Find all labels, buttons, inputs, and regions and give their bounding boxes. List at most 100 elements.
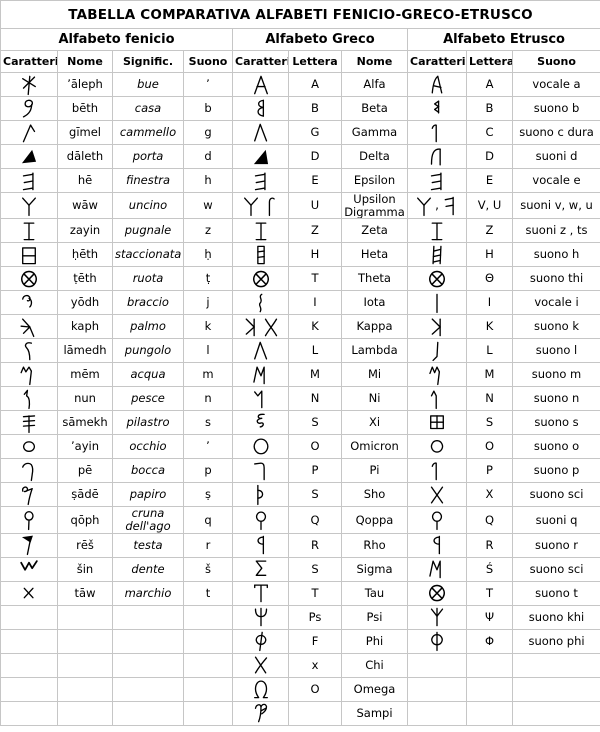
etruscan-character-cell [407,482,467,508]
etruscan-letter: Φ [466,628,513,654]
etruscan-character-cell [407,556,467,582]
etruscan-character-cell [407,168,467,193]
y-glyph-icon [22,197,36,216]
etruscan-letter: S [466,410,513,436]
phoenician-meaning: ruota [112,266,184,292]
bars-e-icon [22,171,34,190]
column-header-6: Nome [341,50,408,73]
caret-icon [253,123,267,142]
phoenician-sound: b [183,96,233,121]
phoenician-character-cell [0,191,58,220]
etruscan-letter: X [466,482,513,508]
phoenician-sound: k [183,314,233,340]
column-header-9: Suono [511,50,600,73]
greek-name: Xi [341,410,408,436]
etruscan-character-cell [407,676,467,702]
table-row: x Chi [0,652,600,678]
phoenician-name: ʼāleph [57,72,113,97]
ph-kaph-icon [20,318,35,337]
etruscan-letter: P [466,458,513,484]
greek-letter: I [288,290,342,316]
heta-box-icon [256,245,265,265]
phoenician-name: pē [57,458,113,484]
phoenician-meaning: papiro [112,482,184,508]
greek-name: Theta [341,266,408,292]
greek-letter: S [288,410,342,436]
greek-letter: S [288,556,342,582]
etruscan-character-cell [407,72,467,97]
sigma-icon [255,560,266,577]
phoenician-name: ṣādē [57,482,113,508]
ph-ayin-icon [23,441,35,452]
et-l-icon [432,341,439,361]
phoenician-character-cell [0,290,58,316]
greek-character-cell [232,434,289,460]
ph-gimel-icon [22,123,36,142]
greek-name: Kappa [341,314,408,340]
phoenician-meaning: finestra [112,168,184,193]
etruscan-letter: H [466,242,513,268]
phoenician-sound: q [183,506,233,534]
caret-icon [253,341,267,360]
etruscan-character-cell: , [407,191,467,220]
greek-letter: D [288,144,342,169]
etruscan-character-cell [407,434,467,460]
phoenician-meaning: cruna dell'ago [112,506,184,534]
mu-m-icon [429,560,441,579]
etruscan-sound [511,676,600,702]
etruscan-sound: suono sci [511,556,600,582]
phoenician-meaning: occhio [112,434,184,460]
phoenician-sound [183,676,233,702]
psi-trident-icon [430,607,444,627]
phoenician-sound: r [183,532,233,558]
ph-shin-icon [20,560,38,571]
etruscan-character-cell [407,700,467,726]
table-row: O Omega [0,676,600,702]
greek-letter: H [288,242,342,268]
phoenician-meaning: testa [112,532,184,558]
greek-character-cell [232,266,289,292]
greek-name: Pi [341,458,408,484]
etruscan-sound: suono p [511,458,600,484]
greek-letter: M [288,362,342,388]
ph-aleph-icon [22,75,36,95]
phoenician-sound: s [183,410,233,436]
phoenician-character-cell [0,676,58,702]
phoenician-name [57,676,113,702]
phoenician-name: wāw [57,191,113,220]
phoenician-character-cell [0,556,58,582]
phoenician-character-cell [0,700,58,726]
phoenician-character-cell [0,168,58,193]
etruscan-letter: T [466,580,513,606]
etruscan-letter: C [466,120,513,145]
et-d-icon [430,147,441,166]
phoenician-name: lāmedh [57,338,113,364]
greek-character-cell [232,386,289,412]
ph-pe-icon [22,462,34,481]
gk-beta-icon [256,99,264,117]
phoenician-character-cell [0,458,58,484]
phoenician-meaning: marchio [112,580,184,606]
phoenician-sound: ʼ [183,434,233,460]
greek-character-cell [232,604,289,630]
greek-name: Ni [341,386,408,412]
phoenician-character-cell [0,72,58,97]
ph-nun-icon [23,389,31,409]
etruscan-character-cell [407,458,467,484]
phoenician-sound [183,652,233,678]
etruscan-letter: R [466,532,513,558]
o-circle-icon [253,438,268,455]
etruscan-sound: suono thi [511,266,600,292]
phoenician-meaning: pungolo [112,338,184,364]
phoenician-character-cell [0,266,58,292]
greek-name: Zeta [341,218,408,244]
y-glyph-icon [243,197,258,216]
table-row: Sampi [0,700,600,726]
